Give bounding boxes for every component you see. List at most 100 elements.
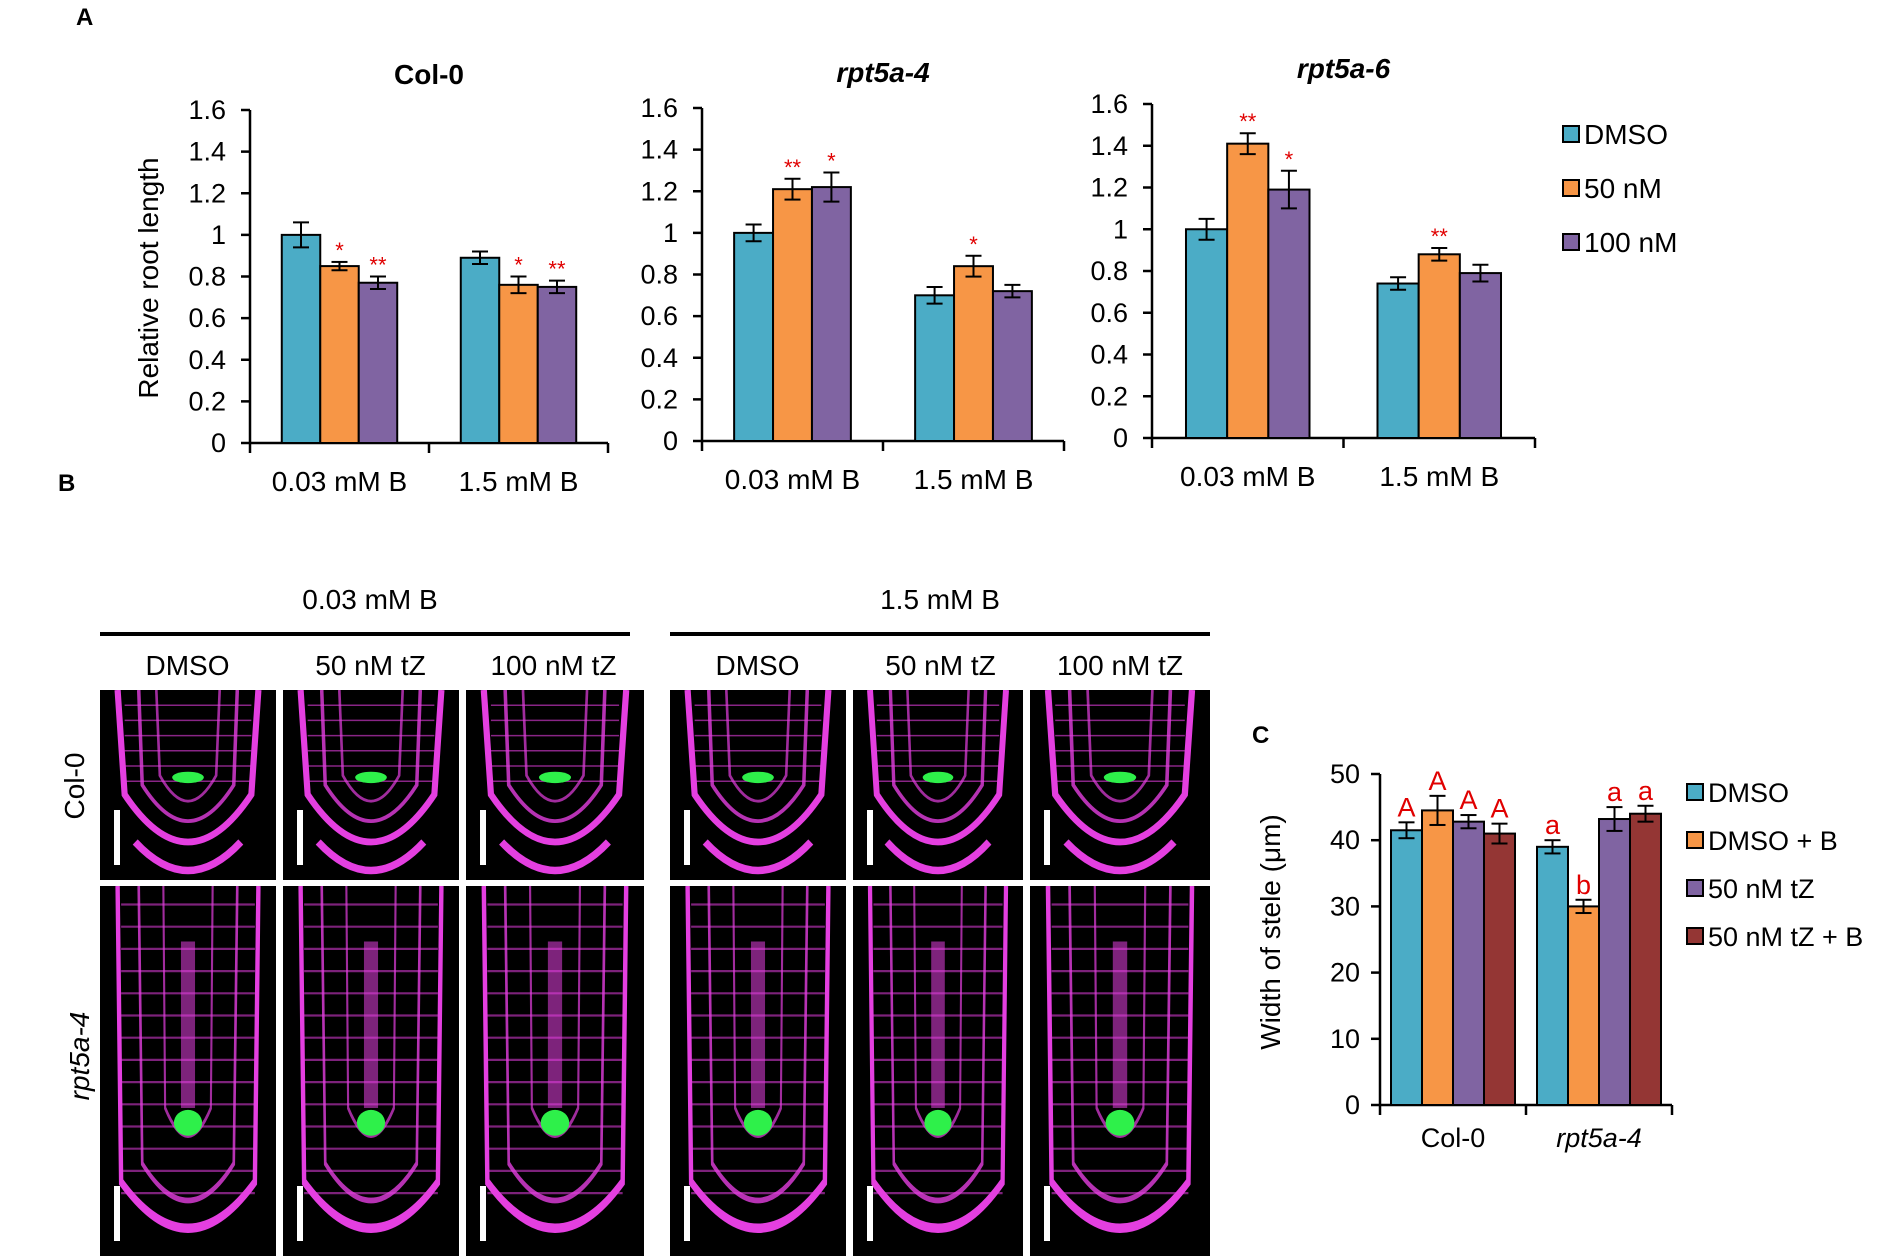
root-outline <box>115 886 261 1233</box>
bar <box>1226 142 1270 439</box>
legend-swatch <box>1686 879 1704 897</box>
scale-bar <box>684 1186 690 1241</box>
y-tick-label: 0.2 <box>188 386 226 416</box>
y-tick-label: 0.6 <box>1090 298 1128 328</box>
root-cap <box>702 839 814 875</box>
x-category-label: Col-0 <box>1421 1123 1486 1153</box>
y-axis-label: Relative root length <box>133 157 164 398</box>
micrograph <box>1030 886 1210 1256</box>
bar <box>319 265 360 444</box>
bar <box>733 231 775 442</box>
qc-gfp-signal <box>743 1109 773 1136</box>
legend-swatch <box>1562 179 1580 197</box>
root-tip-image <box>684 690 832 875</box>
root-inner-layer <box>320 886 422 1204</box>
y-axis-label: Width of stele (μm) <box>1255 814 1286 1050</box>
qc-gfp-signal <box>742 771 774 784</box>
qc-gfp-signal <box>922 771 954 784</box>
y-tick-label: 1.4 <box>1090 131 1128 161</box>
condition-rule-low-boron <box>100 632 630 636</box>
significance-mark: ** <box>548 257 566 282</box>
significance-mark: * <box>1285 147 1294 172</box>
micrograph <box>100 690 276 880</box>
root-tip-image <box>481 886 629 1233</box>
x-category-label: rpt5a-4 <box>1556 1123 1642 1153</box>
y-tick-label: 0.2 <box>1090 381 1128 411</box>
root-cap <box>315 839 427 875</box>
x-category-label: 0.03 mM B <box>725 464 860 495</box>
y-tick-label: 0 <box>211 428 226 458</box>
y-tick-label: 30 <box>1330 891 1360 921</box>
scale-bar <box>684 810 690 865</box>
significance-letter: a <box>1545 810 1561 840</box>
scale-bar <box>297 810 303 865</box>
bar <box>1267 188 1311 439</box>
qc-gfp-signal <box>924 1109 952 1136</box>
y-tick-label: 1 <box>211 220 226 250</box>
bar <box>280 233 322 444</box>
significance-letter: a <box>1607 777 1623 807</box>
root-cap <box>1063 839 1177 875</box>
stele-signal <box>931 941 945 1108</box>
root-outline <box>867 886 1009 1233</box>
y-tick-label: 1.4 <box>640 135 678 165</box>
bar <box>991 290 1033 442</box>
significance-letter: a <box>1638 776 1654 806</box>
bar <box>1536 845 1569 1106</box>
micrograph <box>853 886 1023 1256</box>
y-tick-label: 40 <box>1330 825 1360 855</box>
bar <box>498 283 539 445</box>
micrograph <box>283 690 459 880</box>
y-tick-label: 0.8 <box>188 262 226 292</box>
y-tick-label: 0.6 <box>640 301 678 331</box>
root-outline <box>114 690 262 846</box>
significance-letter: A <box>1428 766 1446 796</box>
bar <box>536 285 578 444</box>
x-category-label: 1.5 mM B <box>459 466 579 497</box>
significance-mark: ** <box>369 253 387 278</box>
root-inner-layer <box>1067 690 1173 823</box>
significance-letter: A <box>1397 792 1415 822</box>
qc-gfp-signal <box>173 1109 203 1136</box>
root-inner-layer <box>906 690 970 803</box>
root-inner-layer <box>155 690 221 803</box>
scale-bar <box>480 1186 486 1241</box>
bar <box>810 186 852 442</box>
root-outline <box>684 690 832 846</box>
root-inner-layer <box>503 886 607 1204</box>
root-tip-image <box>867 690 1009 875</box>
root-tip-image <box>297 690 445 875</box>
condition-title-low-boron: 0.03 mM B <box>302 584 438 615</box>
y-tick-label: 0.4 <box>188 345 226 375</box>
panel-a-charts: Col-000.20.40.60.811.21.41.60.03 mM B***… <box>133 53 1677 497</box>
scale-bar <box>297 1186 303 1241</box>
bar <box>459 256 501 444</box>
root-inner-layer <box>706 690 810 823</box>
bar <box>357 281 399 444</box>
root-inner-layer <box>136 690 240 823</box>
legend-label: 50 nM tZ <box>1708 874 1815 904</box>
root-tip-image <box>1045 886 1195 1233</box>
root-tip-image <box>115 886 261 1233</box>
y-tick-label: 0.8 <box>1090 256 1128 286</box>
bar <box>1458 272 1503 439</box>
chart-title: rpt5a-6 <box>1297 53 1391 84</box>
root-inner-layer <box>725 690 791 803</box>
column-label: 100 nM tZ <box>1056 650 1184 681</box>
significance-letter: A <box>1459 785 1477 815</box>
x-category-label: 1.5 mM B <box>914 464 1034 495</box>
root-tip-image <box>685 886 831 1233</box>
bar <box>953 265 994 442</box>
root-inner-layer <box>889 886 987 1204</box>
root-cap <box>499 839 611 875</box>
qc-gfp-signal <box>172 771 204 784</box>
micrograph <box>100 886 276 1256</box>
row-label-col0: Col-0 <box>59 752 90 820</box>
y-tick-label: 10 <box>1330 1024 1360 1054</box>
stele-signal <box>363 941 379 1108</box>
significance-mark: * <box>335 238 344 263</box>
bar <box>914 294 956 442</box>
bar <box>1390 829 1423 1107</box>
column-label: DMSO <box>145 650 230 681</box>
panel-letter-b: B <box>58 470 76 497</box>
